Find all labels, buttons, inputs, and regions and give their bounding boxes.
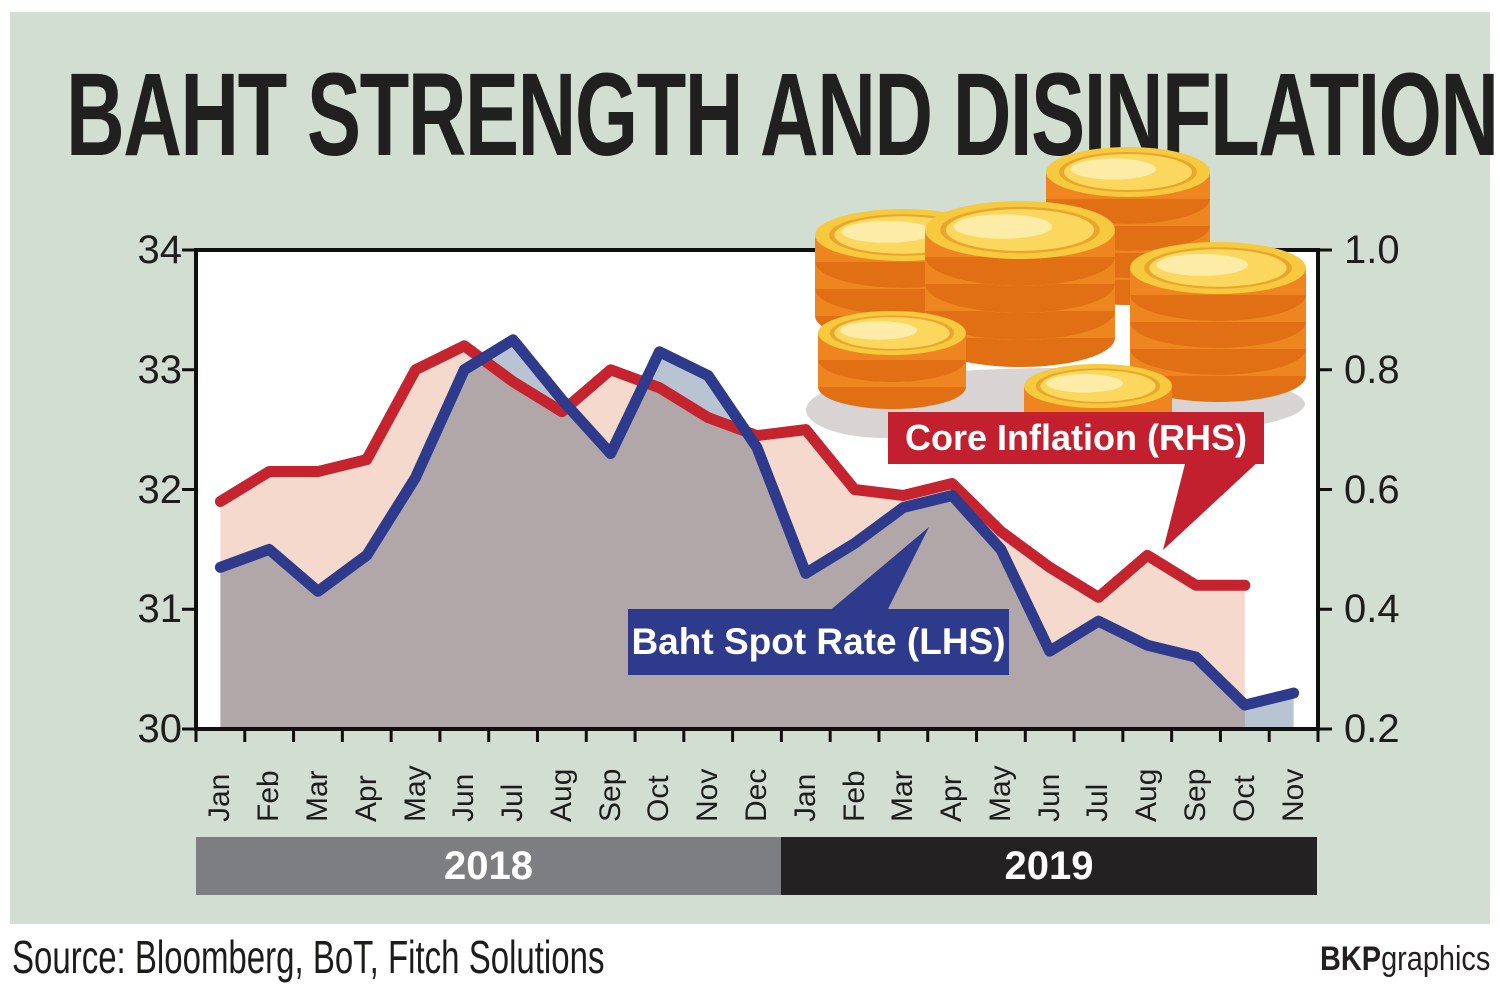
baht-spot-line: [214, 334, 1300, 711]
coin-highlight: [840, 321, 918, 340]
year-bar-2018: 2018: [196, 837, 781, 895]
credit-normal: graphics: [1380, 940, 1490, 978]
left-axis-tick-label: 34: [137, 228, 183, 272]
right-axis-tick-label: 0.8: [1344, 347, 1400, 392]
left-axis-tick-label: 30: [137, 707, 183, 751]
left-axis-tick-label: 32: [137, 467, 183, 512]
page-title: BAHT STRENGTH AND DISINFLATION: [66, 48, 1499, 181]
coin-highlight: [1070, 158, 1156, 180]
coin-highlight: [953, 214, 1053, 239]
right-axis-tick-label: 0.4: [1344, 587, 1400, 632]
core-inflation-label: Core Inflation (RHS): [888, 412, 1264, 464]
coin-highlight: [841, 220, 933, 243]
credit-bold: BKP: [1319, 940, 1381, 978]
left-axis-tick-label: 31: [137, 587, 183, 632]
right-axis-tick-label: 0.2: [1344, 707, 1400, 751]
right-axis-tick-label: 0.6: [1344, 467, 1400, 512]
core-inflation-pointer: [1163, 460, 1260, 550]
coin-highlight: [1156, 253, 1248, 276]
baht-spot-pointer: [827, 527, 929, 613]
baht-area-fill: [220, 339, 1294, 729]
source-note: Source: Bloomberg, BoT, Fitch Solutions: [12, 932, 605, 984]
right-axis-tick-label: 1.0: [1344, 228, 1400, 272]
year-bar-2019: 2019: [781, 837, 1317, 895]
baht-spot-label: Baht Spot Rate (LHS): [628, 609, 1009, 675]
left-axis-tick-label: 33: [137, 347, 183, 392]
core-inflation-line: [214, 340, 1251, 603]
coin-highlight: [1046, 374, 1124, 393]
credit: BKPgraphics: [1320, 940, 1490, 979]
